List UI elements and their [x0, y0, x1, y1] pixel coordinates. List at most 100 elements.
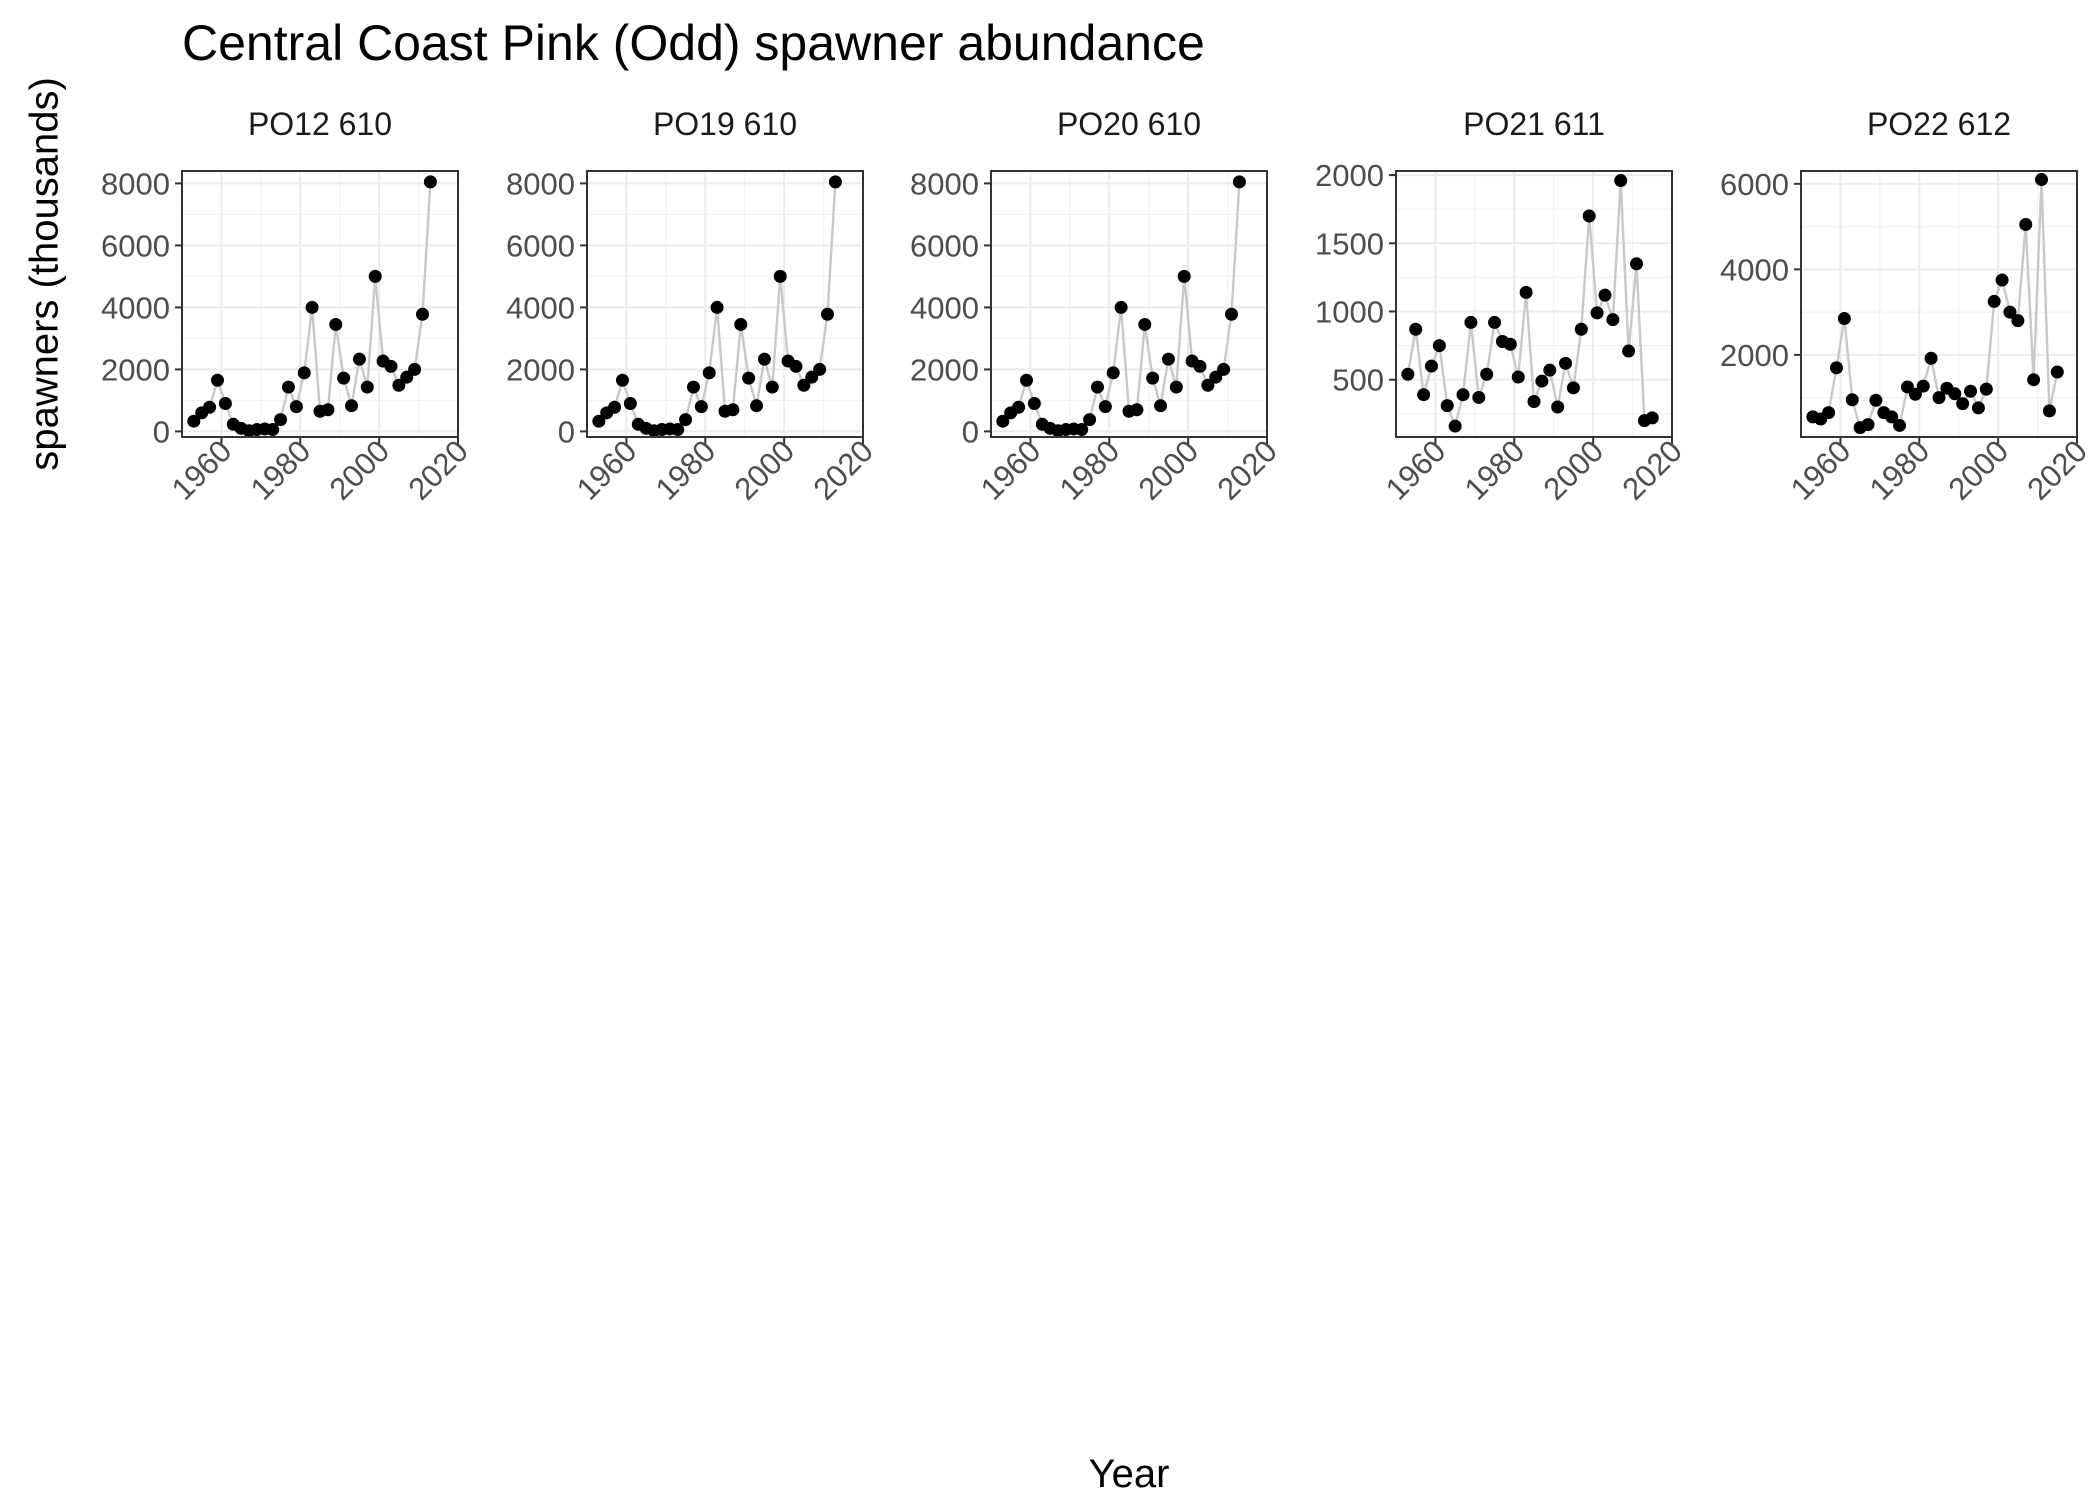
data-point: [694, 400, 708, 414]
panel-background: [587, 171, 863, 437]
data-point: [2019, 217, 2033, 231]
data-point: [1622, 344, 1636, 358]
y-tick-label: 6000: [506, 228, 575, 263]
data-point: [726, 403, 740, 417]
data-point: [2027, 373, 2041, 387]
data-point: [392, 378, 406, 392]
data-point: [352, 352, 366, 366]
data-point: [218, 397, 232, 411]
y-tick-label: 4000: [910, 290, 979, 325]
data-point: [773, 269, 787, 283]
data-point: [297, 366, 311, 380]
data-point: [1837, 312, 1851, 326]
panel-strip-label: PO19 610: [653, 106, 797, 142]
data-point: [1098, 400, 1112, 414]
panel-border: [586, 170, 864, 438]
x-tick-label: 2000: [1942, 433, 2016, 507]
data-point: [1861, 418, 1875, 432]
data-point: [1193, 359, 1207, 373]
data-point: [1630, 257, 1644, 271]
data-point: [1582, 209, 1596, 223]
x-tick-label: 1980: [1053, 433, 1127, 507]
data-point: [1543, 363, 1557, 377]
y-tick-label: 0: [962, 414, 979, 449]
data-point: [423, 175, 437, 189]
data-point: [1956, 397, 1970, 411]
panel-border: [1395, 170, 1673, 438]
data-point: [1606, 313, 1620, 327]
y-tick-label: 8000: [910, 166, 979, 201]
data-point: [1161, 352, 1175, 366]
x-tick-label: 1980: [649, 433, 723, 507]
x-tick-label: 2000: [1132, 433, 1206, 507]
y-tick-label: 6000: [1720, 167, 1789, 202]
y-tick-label: 2000: [1720, 338, 1789, 373]
panel-border: [990, 170, 1268, 438]
data-point: [1472, 390, 1486, 404]
data-point: [1519, 285, 1533, 299]
data-point: [686, 380, 700, 394]
data-point: [368, 269, 382, 283]
panel-strip-label: PO22 612: [1867, 106, 2011, 142]
x-tick-label: 2020: [1615, 433, 1689, 507]
data-point: [1971, 401, 1985, 415]
data-point: [1932, 391, 1946, 405]
y-tick-label: 8000: [506, 166, 575, 201]
data-point: [329, 317, 343, 331]
x-tick-label: 1980: [1863, 433, 1937, 507]
data-point: [1169, 380, 1183, 394]
data-point: [1916, 379, 1930, 393]
data-point: [1559, 356, 1573, 370]
y-tick-label: 2000: [506, 352, 575, 387]
data-point: [384, 359, 398, 373]
data-point: [1480, 367, 1494, 381]
panel-content: [1801, 171, 2077, 437]
y-tick-label: 0: [153, 414, 170, 449]
data-point: [1217, 362, 1231, 376]
panel-background: [991, 171, 1267, 437]
panel-border: [1800, 170, 2078, 438]
data-point: [797, 378, 811, 392]
data-point: [623, 397, 637, 411]
y-tick-label: 1000: [1315, 295, 1384, 330]
data-point: [1083, 413, 1097, 427]
y-tick-label: 8000: [101, 166, 170, 201]
data-point: [742, 371, 756, 385]
data-point: [337, 371, 351, 385]
data-point: [1201, 378, 1215, 392]
data-point: [1154, 399, 1168, 413]
data-point: [1948, 387, 1962, 401]
data-point: [1225, 307, 1239, 321]
data-point: [360, 380, 374, 394]
data-point: [1146, 371, 1160, 385]
data-point: [1987, 294, 2001, 308]
data-point: [1232, 175, 1246, 189]
data-point: [1409, 322, 1423, 336]
data-point: [1574, 322, 1588, 336]
data-point: [1598, 288, 1612, 302]
data-point: [1464, 315, 1478, 329]
x-tick-label: 1960: [1379, 433, 1453, 507]
data-point: [1535, 374, 1549, 388]
y-tick-label: 4000: [101, 290, 170, 325]
data-point: [789, 359, 803, 373]
x-tick-label: 1960: [974, 433, 1048, 507]
panel-border: [181, 170, 459, 438]
data-point: [1401, 367, 1415, 381]
data-point: [1012, 400, 1026, 414]
x-tick-label: 2000: [1537, 433, 1611, 507]
data-point: [1527, 395, 1541, 409]
y-tick-label: 2000: [1315, 158, 1384, 193]
data-point: [1138, 317, 1152, 331]
data-point: [345, 399, 359, 413]
panel-content: [587, 171, 863, 437]
data-point: [1908, 387, 1922, 401]
data-point: [281, 380, 295, 394]
y-tick-label: 0: [558, 414, 575, 449]
data-point: [2035, 173, 2049, 187]
data-point: [187, 414, 201, 428]
